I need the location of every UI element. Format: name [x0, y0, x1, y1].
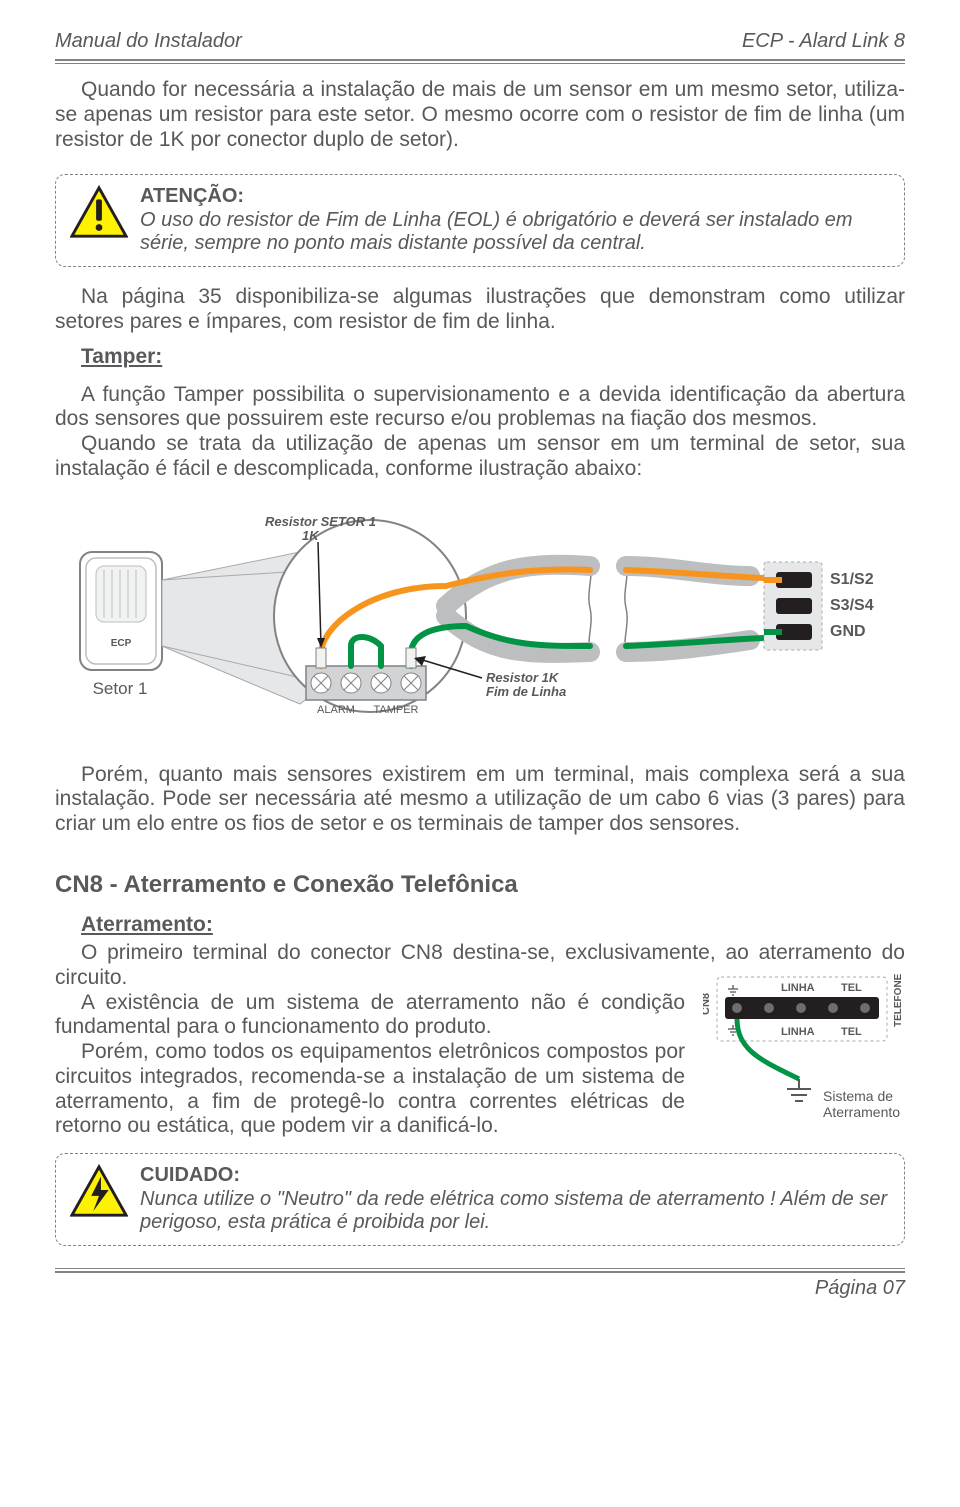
cn8-figure: LINHA TEL LINHA TEL CN8 TELEFONE: [703, 971, 913, 1131]
para1-text: Quando for necessária a instalação de ma…: [55, 78, 905, 152]
attention-text: O uso do resistor de Fim de Linha (EOL) …: [140, 209, 853, 255]
svg-text:Aterramento: Aterramento: [823, 1104, 900, 1120]
para2-block: Na página 35 disponibiliza-se algumas il…: [55, 285, 905, 335]
header-left: Manual do Instalador: [55, 30, 242, 53]
warning-exclamation-icon: [70, 185, 128, 239]
svg-text:Setor 1: Setor 1: [93, 679, 148, 698]
svg-text:Resistor SETOR 1: Resistor SETOR 1: [265, 514, 376, 529]
svg-text:LINHA: LINHA: [781, 982, 815, 994]
page-footer: Página 07: [55, 1277, 905, 1300]
tamper-heading: Tamper:: [55, 345, 905, 369]
aterramento-heading: Aterramento:: [55, 913, 905, 937]
attention-box: ATENÇÃO: O uso do resistor de Fim de Lin…: [55, 174, 905, 267]
para2-text: Na página 35 disponibiliza-se algumas il…: [55, 285, 905, 335]
attention-title: ATENÇÃO:: [140, 185, 890, 209]
svg-text:LINHA: LINHA: [781, 1026, 815, 1038]
svg-text:TELEFONE: TELEFONE: [893, 973, 904, 1027]
wiring-diagram: ECP Setor 1 ALARM TAMPER: [70, 506, 890, 741]
cn8-section-title: CN8 - Aterramento e Conexão Telefônica: [55, 871, 905, 899]
header-rule-thin: [55, 63, 905, 64]
footer-rule-thick: [55, 1271, 905, 1273]
svg-text:GND: GND: [830, 623, 866, 640]
caution-box: CUIDADO: Nunca utilize o "Neutro" da red…: [55, 1153, 905, 1246]
page-header: Manual do Instalador ECP - Alard Link 8: [55, 30, 905, 53]
para3-text: A função Tamper possibilita o supervisio…: [55, 383, 905, 433]
svg-text:CN8: CN8: [703, 993, 712, 1015]
svg-text:TEL: TEL: [841, 982, 862, 994]
svg-text:ALARM: ALARM: [317, 704, 355, 716]
svg-text:1K: 1K: [302, 528, 320, 543]
svg-text:Sistema de: Sistema de: [823, 1088, 893, 1104]
caution-content: CUIDADO: Nunca utilize o "Neutro" da red…: [140, 1164, 890, 1235]
warning-bolt-icon: [70, 1164, 128, 1218]
svg-text:ECP: ECP: [111, 638, 132, 649]
svg-text:TAMPER: TAMPER: [373, 704, 418, 716]
footer-rule-thin: [55, 1268, 905, 1269]
cn8-block: O primeiro terminal do conector CN8 dest…: [55, 941, 905, 1139]
para5-block: Porém, quanto mais sensores existirem em…: [55, 763, 905, 837]
svg-text:S1/S2: S1/S2: [830, 571, 874, 588]
caution-title: CUIDADO:: [140, 1164, 890, 1188]
attention-content: ATENÇÃO: O uso do resistor de Fim de Lin…: [140, 185, 890, 256]
tamper-block: A função Tamper possibilita o supervisio…: [55, 383, 905, 482]
svg-text:Fim de Linha: Fim de Linha: [486, 684, 566, 699]
svg-text:TEL: TEL: [841, 1026, 862, 1038]
header-right: ECP - Alard Link 8: [742, 30, 905, 53]
intro-paragraph: Quando for necessária a instalação de ma…: [55, 78, 905, 152]
header-rule-thick: [55, 59, 905, 61]
para5-text: Porém, quanto mais sensores existirem em…: [55, 763, 905, 837]
page-number: Página 07: [815, 1277, 905, 1300]
svg-text:Resistor 1K: Resistor 1K: [486, 670, 560, 685]
caution-text: Nunca utilize o "Neutro" da rede elétric…: [140, 1188, 887, 1234]
svg-text:S3/S4: S3/S4: [830, 597, 874, 614]
para4-text: Quando se trata da utilização de apenas …: [55, 432, 905, 482]
